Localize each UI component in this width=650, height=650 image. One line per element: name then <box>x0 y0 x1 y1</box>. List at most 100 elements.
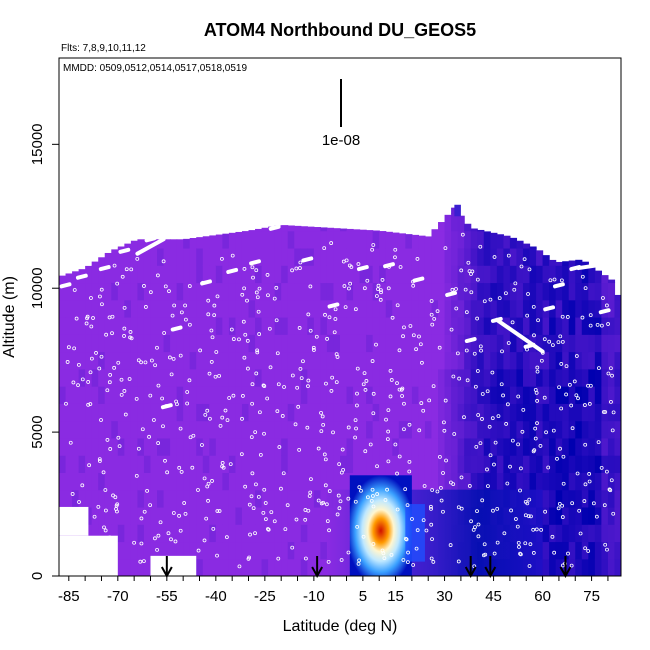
sample-point <box>459 475 464 480</box>
heatmap-cell <box>157 239 165 249</box>
heatmap-cell <box>143 334 152 353</box>
heatmap-cell <box>143 506 152 525</box>
sample-point <box>299 376 304 381</box>
heatmap-cell <box>163 386 171 404</box>
heatmap-cell <box>117 403 125 422</box>
heatmap-cell <box>568 299 576 318</box>
heatmap-cell <box>300 437 308 456</box>
heatmap-cell <box>268 247 276 266</box>
heatmap-cell <box>281 386 289 404</box>
heatmap-cell <box>294 230 302 249</box>
sample-point <box>110 331 114 336</box>
heatmap-cell <box>359 229 367 232</box>
sample-point <box>333 307 338 312</box>
heatmap-cell <box>85 489 93 508</box>
heatmap-cell <box>405 455 413 473</box>
heatmap-cell <box>124 265 132 284</box>
heatmap-cell <box>503 265 511 284</box>
heatmap-cell <box>575 541 583 560</box>
heatmap-cell <box>65 472 73 491</box>
heatmap-cell <box>490 282 498 301</box>
sample-point <box>567 382 572 387</box>
heatmap-cell <box>346 351 354 370</box>
sample-point <box>370 359 375 363</box>
heatmap-cell <box>59 334 67 353</box>
sample-point <box>411 563 416 567</box>
heatmap-cell <box>346 282 354 301</box>
y-tick-label: 10000 <box>29 267 46 309</box>
heatmap-cell <box>300 472 308 491</box>
heatmap-cell <box>444 351 452 370</box>
sample-point <box>610 373 614 378</box>
heatmap-cell <box>307 558 315 576</box>
heatmap-cell <box>405 403 413 422</box>
heatmap-cell <box>222 420 230 439</box>
x-tick-label: -10 <box>303 588 325 605</box>
sample-point <box>364 379 369 383</box>
sample-point <box>557 502 562 506</box>
heatmap-cell <box>300 455 308 473</box>
sample-point <box>348 281 353 286</box>
heatmap-cell <box>143 265 152 284</box>
heatmap-cell <box>522 282 531 301</box>
heatmap-cell <box>411 368 420 387</box>
heatmap-cell <box>366 230 374 249</box>
sample-point <box>411 333 416 338</box>
heatmap-cell <box>372 455 380 473</box>
heatmap-cell <box>490 437 498 456</box>
heatmap-cell <box>215 299 223 318</box>
heatmap-cell <box>438 455 446 473</box>
heatmap-cell <box>372 282 380 301</box>
heatmap-cell <box>581 489 589 508</box>
sample-point <box>505 481 510 486</box>
heatmap-cell <box>346 368 354 387</box>
sample-point <box>239 452 244 457</box>
x-axis-label: Latitude (deg N) <box>283 618 398 635</box>
sample-point <box>312 348 316 352</box>
sample-point <box>89 324 94 329</box>
heatmap-cell <box>490 455 498 473</box>
sample-point <box>506 253 511 258</box>
heatmap-cell <box>549 558 557 576</box>
heatmap-cell <box>529 246 537 249</box>
heatmap-cell <box>202 265 210 284</box>
heatmap-cell <box>176 265 184 284</box>
heatmap-cell <box>255 317 263 335</box>
heatmap-cell <box>170 239 178 249</box>
heatmap-cell <box>392 334 400 353</box>
sample-point <box>112 365 117 370</box>
heatmap-cell <box>130 386 139 404</box>
heatmap-cell <box>91 334 99 353</box>
heatmap-cell <box>228 334 237 353</box>
heatmap-cell <box>157 455 165 473</box>
track-segment <box>226 267 239 274</box>
heatmap-cell <box>281 334 289 353</box>
heatmap-cell <box>555 489 563 508</box>
heatmap-cell <box>340 334 348 353</box>
heatmap-cell <box>503 299 511 318</box>
heatmap-cell <box>333 265 341 284</box>
heatmap-cell <box>78 455 86 473</box>
sample-point <box>572 379 577 384</box>
sample-point <box>610 428 615 433</box>
heatmap-cell <box>228 558 237 576</box>
sample-point <box>570 501 575 506</box>
heatmap-cell <box>326 472 335 491</box>
heatmap-cell <box>581 541 589 560</box>
heatmap-cell <box>483 247 491 266</box>
heatmap-cell <box>313 351 321 370</box>
heatmap-cell <box>601 420 609 439</box>
heatmap-cell <box>261 334 269 353</box>
heatmap-cell <box>117 524 125 543</box>
heatmap-cell <box>170 455 178 473</box>
sample-point <box>246 366 250 371</box>
heatmap-cell <box>340 230 348 249</box>
heatmap-cell <box>268 558 276 576</box>
sample-point <box>518 552 523 557</box>
sample-point <box>527 564 532 568</box>
heatmap-cell <box>614 334 621 353</box>
sample-point <box>533 387 538 392</box>
heatmap-cell <box>516 282 524 301</box>
heatmap-cell <box>529 403 537 422</box>
sample-point <box>393 255 397 260</box>
